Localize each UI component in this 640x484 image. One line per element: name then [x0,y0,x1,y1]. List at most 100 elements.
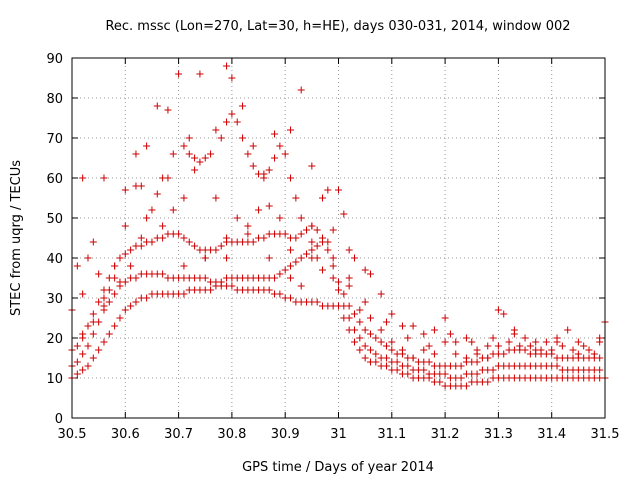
x-tick-label: 31.1 [377,427,406,442]
data-point-marker [580,342,588,350]
plot-frame [71,57,606,419]
data-point-marker [462,382,470,390]
data-point-marker [297,230,305,238]
data-point-marker [425,358,433,366]
data-point-marker [137,242,145,250]
data-point-marker [159,270,167,278]
x-tick-label: 31 [330,427,347,442]
data-point-marker [361,342,369,350]
y-tick-label: 80 [46,92,63,107]
data-point-marker [233,214,241,222]
data-point-marker [585,346,593,354]
data-point-marker [521,346,529,354]
data-point-marker [382,362,390,370]
data-point-marker [84,254,92,262]
data-point-marker [276,270,284,278]
data-point-marker [473,350,481,358]
data-point-marker [377,338,385,346]
data-point-marker [196,70,204,78]
data-point-marker [169,206,177,214]
data-point-marker [73,358,81,366]
data-point-marker [185,238,193,246]
data-point-marker [276,214,284,222]
data-point-marker [191,166,199,174]
x-tick-label: 31.4 [537,427,566,442]
data-point-marker [596,354,604,362]
data-point-marker [105,298,113,306]
data-point-marker [558,342,566,350]
data-point-marker [292,258,300,266]
data-point-marker [137,234,145,242]
data-point-marker [180,262,188,270]
data-point-marker [89,354,97,362]
data-point-marker [596,366,604,374]
data-point-marker [345,246,353,254]
data-point-marker [132,150,140,158]
data-point-marker [105,286,113,294]
data-point-marker [217,134,225,142]
y-tick-label: 0 [55,412,63,427]
data-point-marker [260,170,268,178]
data-point-marker [228,110,236,118]
data-point-marker [510,330,518,338]
data-point-marker [345,274,353,282]
data-point-marker [287,126,295,134]
x-axis-label: GPS time / Days of year 2014 [242,460,434,475]
data-point-marker [100,338,108,346]
data-point-marker [473,358,481,366]
data-point-marker [121,306,129,314]
data-point-marker [287,294,295,302]
data-point-marker [505,338,513,346]
data-point-marker [132,298,140,306]
data-point-marker [345,314,353,322]
data-point-marker [281,230,289,238]
data-point-marker [329,262,337,270]
data-point-marker [276,290,284,298]
x-tick-label: 30.8 [217,427,246,442]
data-point-marker [89,238,97,246]
y-tick-label: 70 [46,132,63,147]
data-point-marker [350,310,358,318]
data-point-marker [175,70,183,78]
data-point-marker [100,302,108,310]
data-point-marker [516,342,524,350]
data-point-marker [548,346,556,354]
data-points [68,62,609,390]
data-point-marker [255,206,263,214]
data-point-marker [233,118,241,126]
data-point-marker [239,102,247,110]
x-tick-label: 30.5 [58,427,87,442]
data-point-marker [532,346,540,354]
data-point-marker [196,158,204,166]
data-point-marker [372,358,380,366]
x-tick-label: 30.6 [111,427,140,442]
data-point-marker [489,366,497,374]
data-point-marker [468,338,476,346]
data-point-marker [350,338,358,346]
data-point-marker [223,254,231,262]
data-point-marker [217,242,225,250]
data-point-marker [116,254,124,262]
data-point-marker [308,222,316,230]
data-point-marker [409,354,417,362]
data-point-marker [169,150,177,158]
x-tick-label: 31.2 [431,427,460,442]
data-point-marker [319,194,327,202]
data-point-marker [420,366,428,374]
data-point-marker [201,274,209,282]
data-point-marker [73,342,81,350]
data-point-marker [361,354,369,362]
data-point-marker [398,322,406,330]
data-point-marker [79,350,87,358]
data-point-marker [121,186,129,194]
data-point-marker [356,318,364,326]
data-point-marker [361,266,369,274]
data-point-marker [84,322,92,330]
data-point-marker [500,310,508,318]
data-point-marker [287,246,295,254]
data-point-marker [111,274,119,282]
data-point-marker [265,202,273,210]
data-point-marker [89,310,97,318]
data-point-marker [180,194,188,202]
data-point-marker [148,206,156,214]
